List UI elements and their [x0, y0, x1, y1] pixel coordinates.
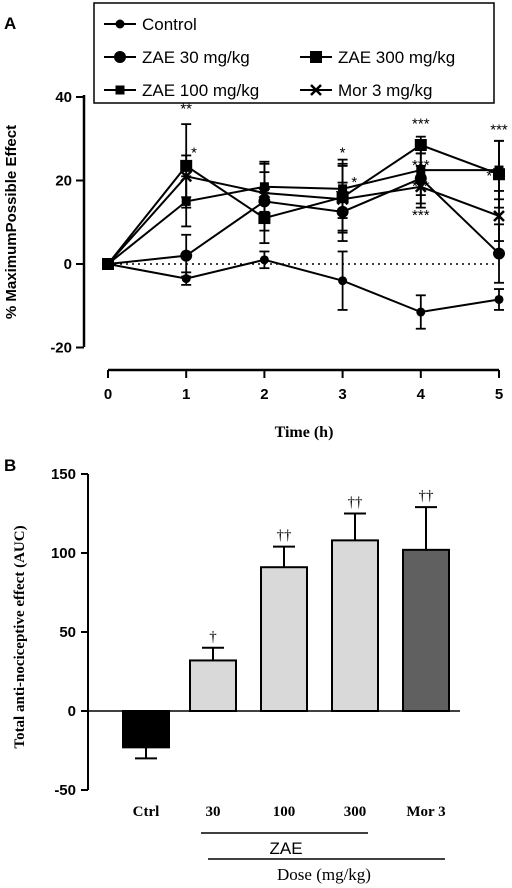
legend-item-mor-3-mg-kg: Mor 3 mg/kg: [300, 81, 432, 100]
data-point: [338, 276, 348, 286]
axis-ticks: -20 0 20 40 0 1 2 3 4 5: [50, 89, 503, 403]
legend-label: ZAE 100 mg/kg: [142, 81, 259, 100]
significance-mark: ***: [412, 115, 430, 132]
bar: [122, 710, 170, 749]
x-tick-label: 0: [104, 386, 112, 403]
significance-mark: †: [209, 629, 217, 645]
x-tick-label: 3: [338, 386, 346, 403]
series-line: [107, 258, 500, 314]
significance-mark: ††: [277, 528, 293, 544]
y-tick-label: 40: [55, 89, 72, 106]
significance-mark: *: [191, 145, 197, 162]
legend-item-control: Control: [104, 15, 197, 34]
legend-marker: [310, 84, 322, 96]
data-point: [259, 255, 269, 265]
bar: [331, 539, 379, 712]
legend-marker: [115, 85, 125, 95]
legend-marker: [115, 19, 125, 29]
bar-plot-area: Ctrl † 30 †† 100 †† 300 †† Mor 3: [122, 488, 450, 820]
plot-area: *** *********************: [102, 101, 508, 330]
data-point: [180, 249, 193, 262]
x-tick-label: 2: [260, 386, 268, 403]
significance-mark: ***: [490, 122, 508, 139]
bar: [189, 659, 237, 713]
y-tick-label: 50: [59, 624, 76, 641]
panel-a-line-chart: A Control ZAE 30 mg/kg ZAE 300 mg/kg ZAE 10…: [3, 2, 508, 441]
data-point: [336, 193, 349, 206]
legend-item-zae-300-mg-kg: ZAE 300 mg/kg: [300, 48, 455, 67]
bar-group-300: †† 300: [331, 495, 379, 820]
zae-group-label: ZAE: [269, 839, 302, 858]
data-point: [102, 258, 114, 270]
data-point: [414, 139, 427, 152]
data-point: [414, 180, 427, 193]
bar: [402, 548, 450, 713]
legend-label: Control: [142, 15, 197, 34]
category-label: 100: [273, 804, 296, 820]
bar-group-mor-3: †† Mor 3: [402, 488, 450, 820]
y-tick-label: 20: [55, 173, 72, 190]
y-tick-label: 0: [64, 256, 72, 273]
significance-mark: **: [180, 101, 192, 118]
legend-box: [93, 2, 495, 104]
category-label: 300: [344, 804, 367, 820]
series-line: [107, 175, 500, 265]
legend-item-zae-100-mg-kg: ZAE 100 mg/kg: [104, 81, 259, 100]
category-label: 30: [206, 804, 221, 820]
panel-b-bar-chart: B -50 0 50 100 150 Total anti-nociceptive ef…: [4, 456, 460, 884]
bar-group-ctrl: Ctrl: [122, 710, 170, 820]
significance-mark: *: [340, 145, 346, 162]
x-tick-label: 4: [417, 386, 426, 403]
legend-item-zae-30-mg-kg: ZAE 30 mg/kg: [104, 48, 250, 67]
dose-label: Dose (mg/kg): [277, 865, 371, 884]
significance-mark: ***: [486, 168, 504, 185]
series-line: [107, 143, 500, 265]
y-tick-label: -20: [50, 340, 72, 357]
data-point: [494, 294, 504, 304]
data-point: [493, 247, 505, 260]
axis-ticks-b: -50 0 50 100 150: [51, 466, 88, 799]
category-label: Mor 3: [406, 804, 445, 820]
significance-mark: ***: [412, 207, 430, 224]
y-tick-label: 150: [51, 466, 76, 483]
significance-mark: ††: [348, 495, 364, 511]
x-axis-title: Time (h): [275, 424, 334, 441]
legend-label: Mor 3 mg/kg: [338, 81, 432, 100]
series-zae-100-mg-kg: [103, 139, 504, 269]
data-point: [258, 187, 271, 199]
x-tick-label: 1: [182, 386, 190, 403]
y-tick-label: 0: [68, 703, 76, 720]
panel-a-label: A: [4, 14, 16, 33]
legend-marker: [114, 51, 126, 63]
category-label: Ctrl: [133, 804, 160, 820]
y-axis-title: % MaximumPossible Effect: [3, 125, 20, 319]
series-mor-3-mg-kg: [102, 154, 505, 270]
significance-mark: ††: [419, 488, 435, 504]
series-line: [107, 169, 499, 265]
significance-mark: *: [336, 186, 342, 203]
y-tick-label: -50: [54, 782, 76, 799]
data-point: [493, 210, 505, 222]
legend-label: ZAE 30 mg/kg: [142, 48, 250, 67]
series-control: [103, 250, 504, 330]
bar: [260, 566, 308, 712]
data-point: [416, 307, 426, 317]
legend-marker: [310, 51, 322, 63]
bar-group-30: † 30: [189, 629, 237, 820]
significance-mark: ***: [412, 157, 430, 174]
data-point: [493, 168, 505, 181]
y-tick-label: 100: [51, 545, 76, 562]
y-axis-title-b: Total anti-nociceptive effect (AUC): [12, 525, 28, 748]
significance-mark: *: [351, 174, 357, 191]
x-tick-label: 5: [495, 386, 503, 403]
bar-group-100: †† 100: [260, 528, 308, 820]
data-point: [180, 170, 193, 183]
legend: Control ZAE 30 mg/kg ZAE 300 mg/kg ZAE 100 …: [104, 15, 455, 100]
panel-b-label: B: [4, 456, 16, 475]
significance-mark: ***: [412, 178, 430, 195]
legend-label: ZAE 300 mg/kg: [338, 48, 455, 67]
